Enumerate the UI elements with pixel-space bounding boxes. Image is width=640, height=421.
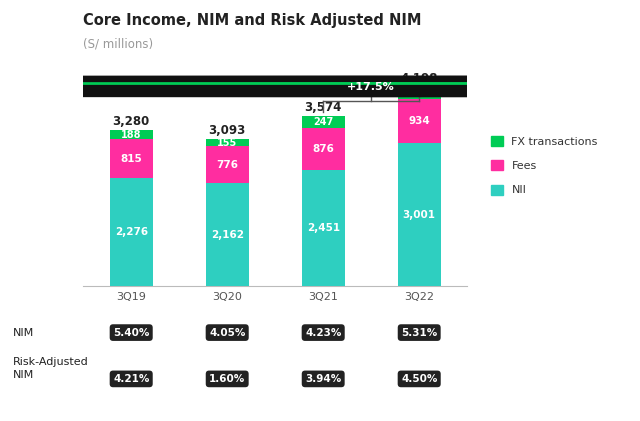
Text: 815: 815	[120, 154, 142, 164]
Text: NIM: NIM	[13, 328, 34, 338]
Legend: FX transactions, Fees, NII: FX transactions, Fees, NII	[488, 133, 601, 199]
Bar	[205, 184, 249, 286]
Text: 2,162: 2,162	[211, 230, 244, 240]
Bar	[301, 128, 345, 170]
Text: 4.21%: 4.21%	[113, 374, 149, 384]
Text: 5.31%: 5.31%	[401, 328, 437, 338]
Text: 3,001: 3,001	[403, 210, 436, 220]
Text: Risk-Adjusted
NIM: Risk-Adjusted NIM	[13, 357, 88, 380]
Text: 262: 262	[409, 88, 429, 98]
Bar	[205, 147, 249, 184]
Text: +17.5%: +17.5%	[348, 82, 395, 92]
Text: 2,451: 2,451	[307, 223, 340, 233]
Polygon shape	[0, 75, 640, 97]
Text: 3,280: 3,280	[113, 115, 150, 128]
Text: 3,574: 3,574	[305, 101, 342, 114]
Text: Core Income, NIM and Risk Adjusted NIM: Core Income, NIM and Risk Adjusted NIM	[83, 13, 422, 28]
Text: 3.94%: 3.94%	[305, 374, 341, 384]
Polygon shape	[0, 82, 640, 85]
Text: 776: 776	[216, 160, 238, 170]
Text: 934: 934	[408, 116, 430, 126]
Bar	[109, 130, 153, 139]
Bar	[109, 139, 153, 178]
Text: 3,093: 3,093	[209, 124, 246, 137]
Text: 4.50%: 4.50%	[401, 374, 437, 384]
Text: 4,198: 4,198	[401, 72, 438, 85]
Text: 247: 247	[313, 117, 333, 127]
Bar	[301, 116, 345, 128]
Text: 5.40%: 5.40%	[113, 328, 149, 338]
Bar	[205, 139, 249, 147]
Text: (S/ millions): (S/ millions)	[83, 38, 154, 51]
Text: 155: 155	[217, 138, 237, 148]
Text: 1.60%: 1.60%	[209, 374, 245, 384]
Bar	[109, 178, 153, 286]
Text: 4.05%: 4.05%	[209, 328, 245, 338]
Text: 188: 188	[121, 130, 141, 140]
Text: 4.23%: 4.23%	[305, 328, 341, 338]
Bar	[397, 87, 441, 99]
Text: 876: 876	[312, 144, 334, 154]
Text: 2,276: 2,276	[115, 227, 148, 237]
Bar	[397, 99, 441, 144]
Bar	[301, 170, 345, 286]
Bar	[397, 144, 441, 286]
